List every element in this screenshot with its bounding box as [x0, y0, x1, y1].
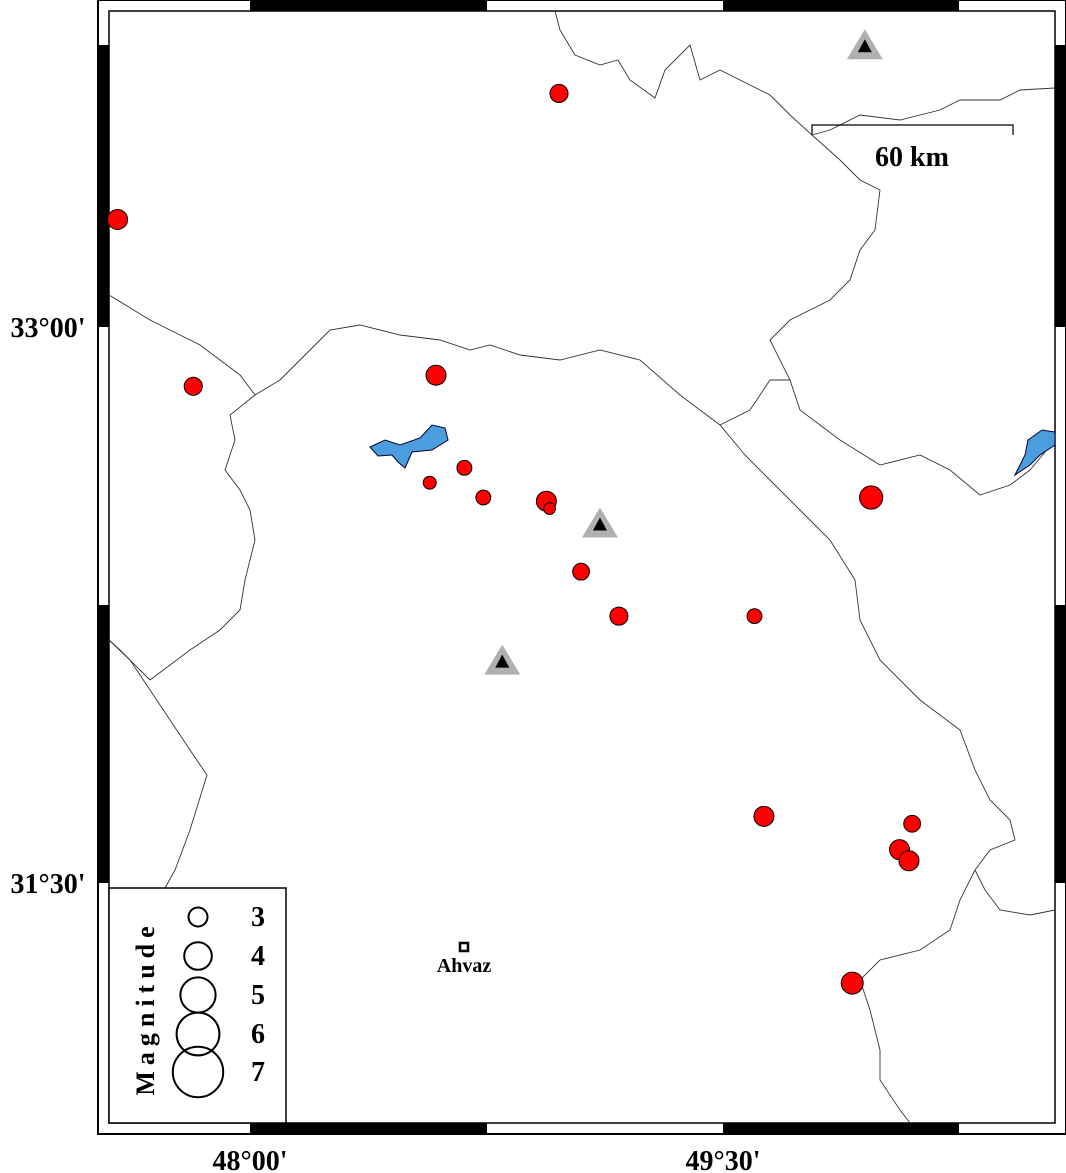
x-tick-label: 49°30': [686, 1146, 761, 1173]
earthquake-marker: [183, 376, 203, 396]
earthquake-marker: [456, 459, 473, 476]
border-line: [554, 10, 1056, 496]
earthquake-marker: [609, 606, 629, 626]
frame-bar: [250, 0, 487, 11]
border-line: [108, 294, 256, 681]
y-tick-label: 33°00': [11, 313, 86, 344]
earthquake-marker: [746, 608, 763, 625]
legend-label: 7: [251, 1057, 265, 1088]
earthquake-marker: [572, 562, 590, 581]
earthquake-events: [107, 83, 922, 995]
border-line: [254, 324, 1056, 916]
earthquake-marker: [903, 814, 922, 833]
city-ahvaz: Ahvaz: [437, 941, 492, 977]
frame-bar: [98, 45, 109, 327]
earthquake-marker: [475, 489, 492, 506]
earthquake-marker: [422, 475, 437, 490]
lake: [369, 424, 449, 469]
frame-bar: [1055, 605, 1066, 883]
earthquake-marker: [840, 971, 864, 995]
boundary-lines: [108, 10, 1056, 1124]
frame-bar: [723, 0, 959, 11]
earthquake-marker: [859, 485, 884, 510]
magnitude-legend: Magnitude 3 4 5 6 7: [108, 887, 287, 1124]
legend-circle: [175, 1011, 221, 1057]
frame-bar: [250, 1123, 487, 1134]
earthquake-marker: [898, 850, 920, 872]
station-triangle-icon: [484, 644, 521, 675]
legend-circle: [171, 1045, 225, 1099]
earthquake-marker: [543, 502, 556, 515]
earthquake-marker: [107, 208, 129, 230]
border-line: [108, 639, 208, 889]
lake: [1013, 429, 1056, 477]
border-line: [719, 379, 790, 426]
lakes: [369, 424, 1056, 477]
frame-bar: [1055, 45, 1066, 327]
earthquake-marker: [753, 805, 775, 827]
seismic-stations: [484, 29, 883, 675]
scale-bar: 60 km: [811, 124, 1014, 173]
legend-circle: [183, 941, 213, 971]
earthquake-marker: [549, 83, 569, 103]
y-tick-label: 31°30': [11, 869, 86, 900]
legend-label: 3: [251, 902, 265, 933]
x-tick-label: 48°00': [213, 1146, 288, 1173]
station-triangle-icon: [846, 29, 883, 60]
city-label: Ahvaz: [437, 955, 492, 977]
legend-label: 4: [251, 941, 265, 972]
scale-bar-label: 60 km: [875, 142, 949, 173]
legend-circle: [187, 906, 209, 928]
station-triangle-icon: [581, 507, 618, 538]
legend-label: 5: [251, 980, 265, 1011]
frame-bar: [723, 1123, 959, 1134]
legend-title: Magnitude: [131, 920, 160, 1095]
earthquake-marker: [425, 364, 447, 386]
legend-label: 6: [251, 1019, 265, 1050]
frame-bar: [98, 605, 109, 883]
city-marker-icon: [458, 941, 470, 953]
